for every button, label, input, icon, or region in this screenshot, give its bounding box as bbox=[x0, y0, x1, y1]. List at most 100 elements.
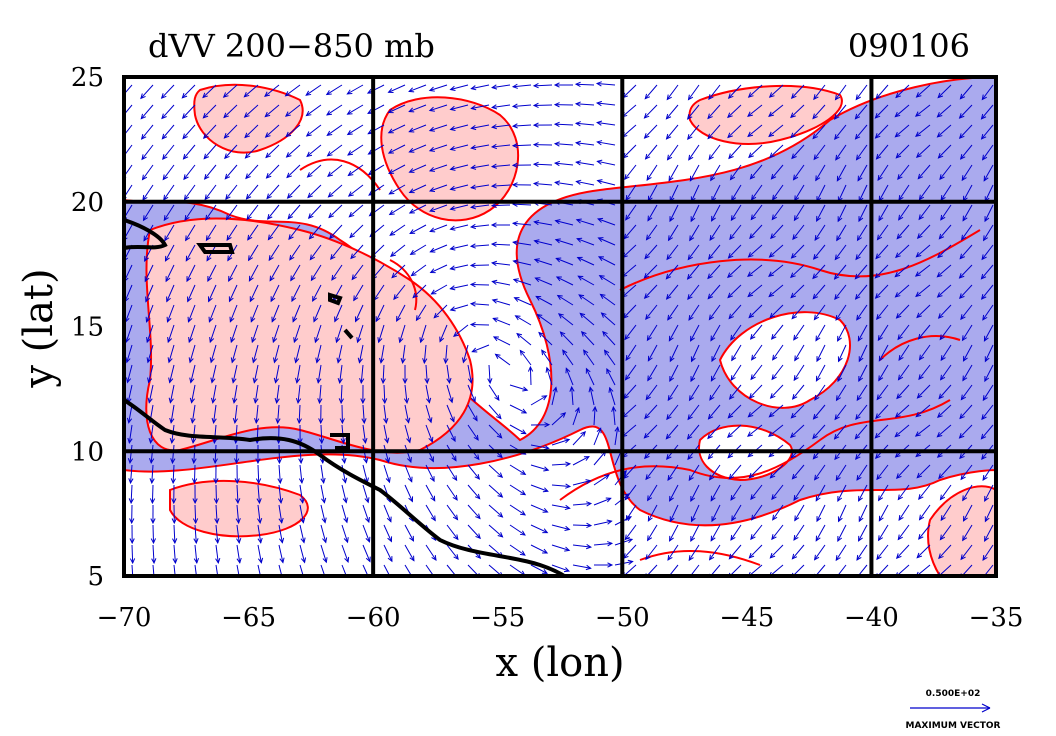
wind-vector bbox=[535, 295, 553, 306]
wind-vector bbox=[554, 123, 574, 126]
wind-vector-head bbox=[388, 209, 395, 216]
wind-vector bbox=[855, 104, 868, 120]
wind-vector-head bbox=[667, 235, 674, 242]
wind-vector bbox=[142, 164, 154, 180]
wind-vector bbox=[624, 164, 637, 180]
wind-vector bbox=[625, 204, 637, 221]
wind-vector bbox=[668, 224, 679, 241]
wind-vector-head bbox=[538, 331, 544, 338]
wind-vector bbox=[471, 244, 490, 247]
wind-vector bbox=[320, 464, 325, 483]
wind-vector bbox=[814, 384, 826, 401]
wind-vector bbox=[368, 144, 385, 155]
wind-vector-head bbox=[491, 104, 498, 110]
wind-vector-head bbox=[793, 334, 799, 341]
wind-vector bbox=[878, 344, 889, 362]
wind-vector bbox=[669, 364, 679, 382]
wind-vector-head bbox=[172, 558, 178, 565]
wind-vector-head bbox=[203, 173, 210, 180]
wind-vector-head bbox=[792, 174, 799, 181]
wind-vector-head bbox=[916, 552, 923, 559]
wind-vector-head bbox=[790, 93, 797, 99]
wind-vector bbox=[389, 184, 406, 195]
coastline-island-1 bbox=[196, 243, 235, 254]
wind-vector-head bbox=[940, 515, 946, 522]
wind-vector-head bbox=[667, 474, 673, 481]
wind-vector-head bbox=[768, 111, 774, 118]
wind-vector-head bbox=[791, 153, 797, 160]
wind-vector bbox=[646, 224, 658, 240]
wind-vector-head bbox=[325, 90, 332, 96]
wind-vector-head bbox=[938, 473, 944, 480]
wind-vector-head bbox=[812, 453, 819, 460]
wind-vector bbox=[689, 224, 700, 241]
wind-vector-head bbox=[790, 432, 796, 439]
wind-vector bbox=[625, 364, 637, 380]
wind-vector bbox=[707, 264, 721, 279]
coastline-island-2 bbox=[328, 292, 343, 306]
wind-vector-head bbox=[407, 456, 412, 464]
wind-vector-head bbox=[688, 314, 694, 321]
wind-vector bbox=[837, 364, 847, 382]
wind-vector bbox=[326, 104, 343, 116]
wind-vector bbox=[425, 544, 437, 561]
wind-vector-head bbox=[312, 295, 317, 302]
wind-vector bbox=[622, 144, 637, 159]
wind-vector bbox=[897, 484, 910, 500]
wind-vector bbox=[857, 324, 868, 342]
wind-vector bbox=[915, 424, 931, 437]
wind-vector bbox=[916, 84, 931, 98]
wind-vector-head bbox=[813, 474, 820, 481]
reference-vector-value: 0.500E+02 bbox=[926, 689, 981, 699]
wind-vector bbox=[326, 124, 343, 136]
wind-vector-head bbox=[837, 376, 843, 383]
wind-vector-head bbox=[216, 578, 220, 583]
wind-vector-head bbox=[833, 273, 840, 280]
wind-vector bbox=[470, 283, 490, 286]
wind-vector bbox=[959, 264, 973, 279]
wind-vector bbox=[488, 504, 503, 518]
wind-vector-head bbox=[750, 194, 757, 201]
wind-vector bbox=[937, 404, 952, 418]
wind-vector-head bbox=[471, 347, 478, 353]
wind-vector bbox=[184, 204, 196, 221]
wind-vector-head bbox=[131, 578, 135, 583]
wind-vector bbox=[555, 143, 574, 146]
wind-vector-head bbox=[203, 153, 209, 160]
wind-vector-head bbox=[710, 175, 716, 182]
wind-vector bbox=[471, 124, 490, 129]
wind-vector bbox=[688, 544, 700, 561]
wind-vector-head bbox=[412, 292, 419, 299]
wind-vector-head bbox=[140, 133, 147, 140]
wind-vector-head bbox=[475, 533, 481, 540]
wind-vector-head bbox=[225, 214, 232, 221]
wind-vector-head bbox=[894, 412, 901, 418]
wind-vector-head bbox=[747, 291, 754, 298]
wind-vector bbox=[647, 484, 658, 501]
wind-vector bbox=[710, 364, 721, 382]
wind-vector-head bbox=[585, 479, 592, 485]
wind-vector-head bbox=[914, 111, 921, 117]
wind-vector bbox=[961, 224, 973, 241]
wind-vector-head bbox=[144, 276, 150, 283]
wind-vector bbox=[515, 315, 532, 326]
wind-vector bbox=[982, 464, 994, 481]
wind-vector bbox=[710, 164, 721, 181]
wind-vector-head bbox=[748, 393, 755, 399]
wind-vector bbox=[598, 237, 616, 246]
wind-vector-head bbox=[361, 418, 367, 425]
wind-vector-head bbox=[315, 357, 321, 364]
wind-vector bbox=[597, 218, 616, 226]
wind-vector-head bbox=[747, 92, 754, 98]
wind-vector bbox=[298, 404, 301, 424]
wind-vector-head bbox=[959, 453, 965, 460]
wind-vector bbox=[194, 504, 197, 524]
wind-vector-head bbox=[565, 461, 572, 467]
wind-vector bbox=[708, 144, 721, 160]
wind-vector-head bbox=[347, 150, 354, 156]
gridlines bbox=[124, 77, 996, 576]
wind-vector-head bbox=[382, 398, 388, 405]
wind-vector bbox=[147, 344, 154, 363]
wind-vector bbox=[597, 122, 616, 126]
wind-vector-head bbox=[687, 254, 693, 261]
